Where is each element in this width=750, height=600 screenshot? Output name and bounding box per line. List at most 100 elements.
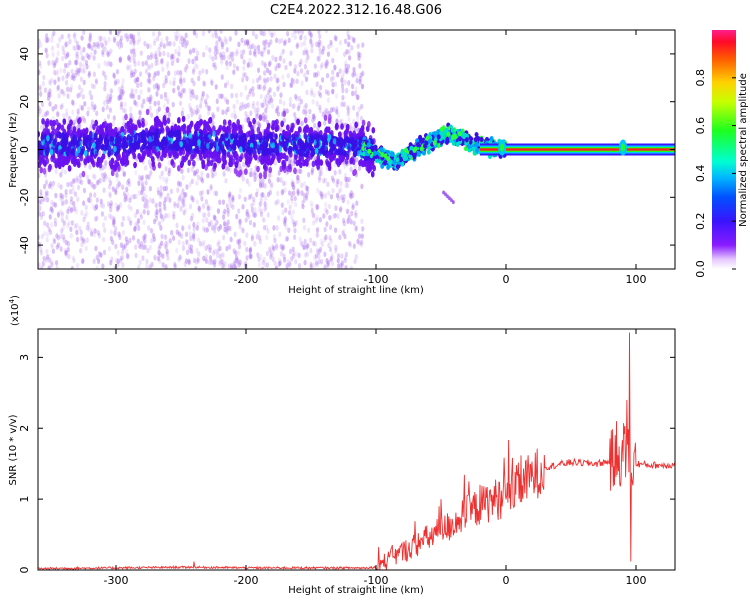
spectrogram-noise-cell xyxy=(242,59,246,65)
spectrogram-noise-cell xyxy=(123,196,127,203)
spectrogram-noise-cell xyxy=(258,201,262,208)
spectrogram-noise-cell xyxy=(289,157,293,164)
spectrogram-noise-cell xyxy=(137,225,141,232)
spectrogram-noise-cell xyxy=(127,203,131,210)
spectrogram-noise-cell xyxy=(50,45,55,52)
spectrogram-noise-cell xyxy=(181,107,185,113)
spectrogram-noise-cell xyxy=(271,244,275,250)
spectrogram-noise-cell xyxy=(296,105,301,112)
spectrogram-noise-cell xyxy=(200,94,204,101)
spectrogram-noise-cell xyxy=(195,199,200,205)
spectrogram-noise-cell xyxy=(73,37,77,44)
spectrogram-noise-cell xyxy=(118,93,122,100)
spectrogram-noise-cell xyxy=(327,190,331,197)
spectrogram-noise-cell xyxy=(245,94,249,101)
spectrogram-noise-cell xyxy=(165,60,170,67)
spectrogram-noise-cell xyxy=(214,84,218,90)
spectrogram-noise-cell xyxy=(319,64,323,71)
spectrogram-noise-cell xyxy=(157,250,161,256)
spectrogram-noise-cell xyxy=(283,216,287,222)
spectrogram-noise-cell xyxy=(224,178,228,184)
spectrogram-noise-cell xyxy=(228,60,232,67)
spectrogram-noise-cell xyxy=(305,245,309,251)
spectrogram-noise-cell xyxy=(306,243,310,249)
spectrogram-noise-cell xyxy=(89,51,93,58)
spectrogram-noise-cell xyxy=(251,86,255,92)
spectrogram-noise-cell xyxy=(188,203,193,210)
spectrogram-noise-cell xyxy=(162,176,166,182)
spectrogram-noise-cell xyxy=(147,87,151,93)
spectrogram-noise-cell xyxy=(47,60,51,66)
spectrogram-noise-cell xyxy=(88,43,92,50)
spectrogram-noise-cell xyxy=(249,193,253,199)
spectrogram-noise-cell xyxy=(112,71,116,78)
spectrogram-noise-cell xyxy=(70,265,74,269)
spectrogram-noise-cell xyxy=(265,234,269,241)
spectrogram-noise-cell xyxy=(310,167,315,173)
spectrogram-noise-cell xyxy=(163,204,167,211)
spectrogram-noise-cell xyxy=(156,85,160,91)
spectrogram-noise-cell xyxy=(166,192,170,199)
spectrogram-noise-cell xyxy=(170,60,175,66)
spectrogram-noise-cell xyxy=(230,262,234,269)
spectrogram-noise-cell xyxy=(41,113,45,119)
spectrogram-noise-cell xyxy=(296,174,300,181)
spectrogram-noise-cell xyxy=(203,256,207,262)
spectrogram-noise-cell xyxy=(218,260,222,267)
spectrogram-noise-cell xyxy=(142,208,146,215)
spectrogram-noise-cell xyxy=(152,83,157,90)
spectrogram-noise-cell xyxy=(119,35,124,41)
spectrogram-noise-cell xyxy=(226,80,230,86)
spectrogram-noise-cell xyxy=(323,236,327,243)
spectrogram-noise-cell xyxy=(349,218,353,225)
spectrogram-noise-cell xyxy=(205,227,209,233)
spectrogram-noise-cell xyxy=(245,255,249,261)
spectrogram-noise-cell xyxy=(51,248,55,254)
spectrogram-noise-cell xyxy=(40,101,45,108)
spectrogram-noise-cell xyxy=(175,32,180,39)
spectrogram-noise-cell xyxy=(68,59,72,66)
spectrogram-noise-cell xyxy=(150,261,154,268)
spectrogram-noise-cell xyxy=(46,36,50,43)
spectrogram-noise-cell xyxy=(159,58,164,65)
spectrogram-noise-cell xyxy=(64,249,68,256)
spectrogram-noise-cell xyxy=(69,199,73,205)
spectrogram-noise-cell xyxy=(352,118,356,125)
spectrogram-noise-cell xyxy=(350,45,354,51)
spectrogram-noise-cell xyxy=(95,197,99,203)
spectrogram-noise-cell xyxy=(220,93,224,100)
spectrogram-noise-cell xyxy=(327,242,331,249)
spectrogram-noise-cell xyxy=(75,222,79,229)
spectrogram-noise-cell xyxy=(248,49,252,56)
spectrogram-noise-cell xyxy=(324,61,328,67)
spectrogram-noise-cell xyxy=(287,190,292,196)
spectrogram-noise-cell xyxy=(102,236,106,243)
spectrogram-noise-cell xyxy=(38,108,41,115)
spectrogram-noise-cell xyxy=(209,185,213,192)
spectrogram-noise-cell xyxy=(146,96,150,103)
spectrogram-noise-cell xyxy=(95,265,99,269)
spectrogram-noise-cell xyxy=(211,32,215,39)
spectrogram-noise-cell xyxy=(128,217,132,224)
spectrogram-noise-cell xyxy=(253,176,257,183)
spectrogram-noise-cell xyxy=(78,178,82,185)
spectrogram-noise-cell xyxy=(218,253,222,260)
spectrogram-noise-cell xyxy=(293,227,297,234)
spectrogram-noise-cell xyxy=(81,93,85,100)
spectrogram-noise-cell xyxy=(290,191,294,197)
spectrogram-noise-cell xyxy=(66,246,70,253)
spectrogram-noise-cell xyxy=(215,248,219,255)
spectrogram-noise-cell xyxy=(119,104,123,111)
spectrogram-noise-cell xyxy=(119,94,123,100)
spectrogram-noise-cell xyxy=(132,37,136,44)
spectrogram-noise-cell xyxy=(286,258,290,265)
spectrogram-noise-cell xyxy=(213,223,217,229)
spectrogram-noise-cell xyxy=(299,98,304,105)
spectrogram-noise-cell xyxy=(44,33,49,39)
spectrogram-noise-cell xyxy=(70,68,74,75)
spectrogram-noise-cell xyxy=(76,71,80,77)
spectrogram-noise-cell xyxy=(141,240,145,246)
spectrogram-noise-cell xyxy=(259,93,263,100)
spectrogram-noise-cell xyxy=(88,37,92,43)
spectrogram-noise-cell xyxy=(64,62,68,69)
